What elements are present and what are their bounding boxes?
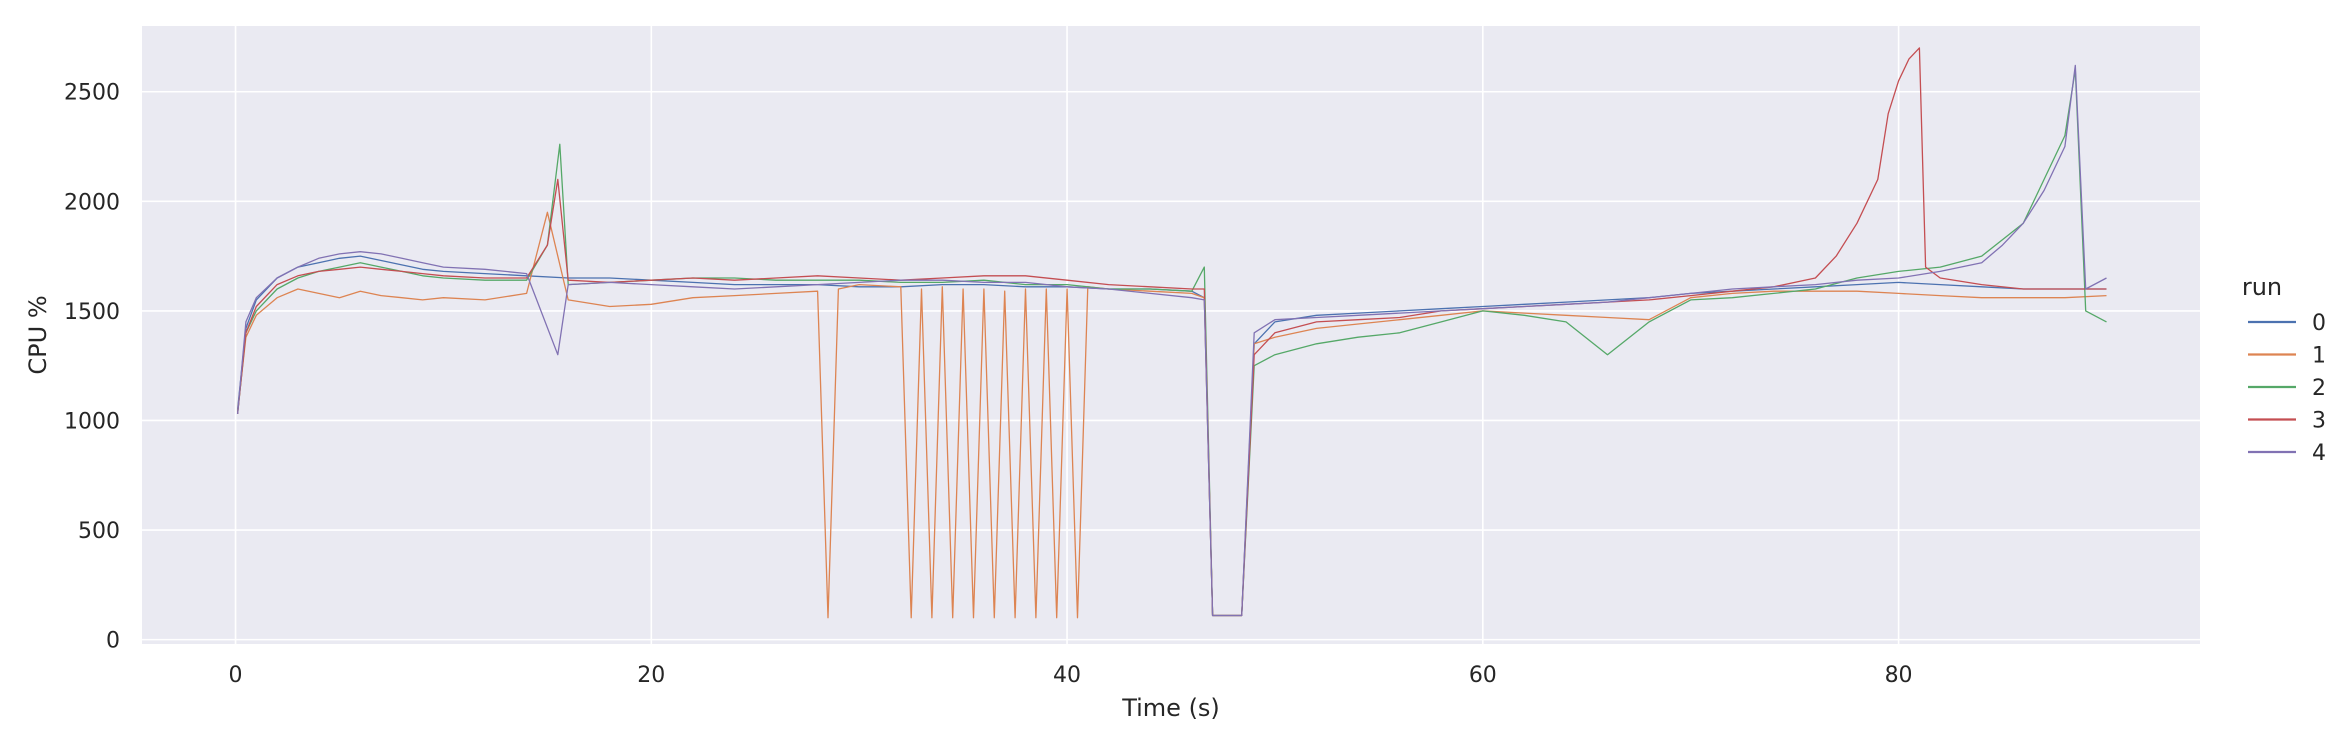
x-tick-label: 40 — [1053, 663, 1081, 688]
grid-lines — [142, 26, 2200, 644]
x-tick-label: 60 — [1469, 663, 1497, 688]
series-line-2 — [236, 69, 2107, 617]
y-axis-label: CPU % — [24, 295, 52, 374]
legend-label-1: 1 — [2312, 344, 2326, 369]
y-tick-label: 2000 — [64, 190, 120, 215]
series-line-3 — [236, 47, 2107, 617]
legend-label-2: 2 — [2312, 376, 2326, 401]
x-tick-label: 0 — [229, 663, 243, 688]
legend-label-0: 0 — [2312, 311, 2326, 336]
y-tick-labels: 0 500 1000 1500 2000 2500 — [64, 81, 120, 654]
legend-label-3: 3 — [2312, 409, 2326, 434]
series-line-4 — [236, 64, 2107, 617]
legend-items: 0 1 2 3 4 — [2248, 311, 2326, 466]
y-tick-label: 2500 — [64, 81, 120, 106]
legend-title: run — [2242, 273, 2282, 301]
x-axis-label: Time (s) — [1121, 694, 1220, 722]
x-tick-labels: 0 20 40 60 80 — [229, 663, 1913, 688]
plot-background — [142, 26, 2200, 644]
y-tick-label: 1000 — [64, 409, 120, 434]
series-line-1 — [236, 211, 2107, 619]
series-lines — [236, 47, 2107, 619]
legend-label-4: 4 — [2312, 441, 2326, 466]
y-tick-label: 1500 — [64, 300, 120, 325]
legend: run 0 1 2 3 4 — [2242, 273, 2326, 466]
y-tick-label: 500 — [78, 519, 120, 544]
x-tick-label: 80 — [1885, 663, 1913, 688]
x-tick-label: 20 — [637, 663, 665, 688]
y-tick-label: 0 — [106, 629, 120, 654]
